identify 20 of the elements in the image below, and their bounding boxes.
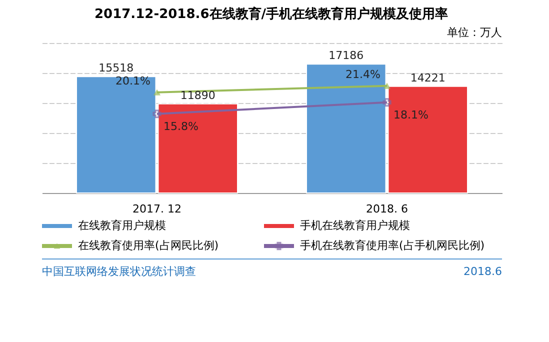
legend-label: 在线教育使用率(占网民比例) bbox=[78, 239, 219, 252]
legend-label: 手机在线教育使用率(占手机网民比例) bbox=[300, 239, 485, 252]
data-label: 17186 bbox=[328, 49, 364, 62]
data-label: 14221 bbox=[410, 71, 446, 84]
point bbox=[382, 98, 392, 107]
data-label: 15518 bbox=[98, 62, 134, 75]
point bbox=[152, 110, 162, 118]
data-label: 18.1% bbox=[394, 108, 428, 122]
chart-title: 2017.12-2018.6在线教育/手机在线教育用户规模及使用率 bbox=[94, 6, 448, 22]
data-label: 11890 bbox=[180, 88, 216, 102]
text: 中国互联网络发展状况统计调查 bbox=[42, 265, 196, 278]
legend-label: 在线教育用户规模 bbox=[78, 219, 166, 232]
data-label: 21.4% bbox=[346, 68, 380, 81]
data-label: 15.8% bbox=[164, 120, 198, 133]
text: 单位：万人 bbox=[447, 26, 502, 39]
x-tick-label: 2018. 6 bbox=[366, 202, 408, 216]
data-label: 20.1% bbox=[116, 74, 150, 88]
legend-label: 手机在线教育用户规模 bbox=[300, 219, 410, 232]
text: 2018.6 bbox=[464, 265, 502, 278]
x-tick-label: 2017. 12 bbox=[132, 202, 182, 216]
